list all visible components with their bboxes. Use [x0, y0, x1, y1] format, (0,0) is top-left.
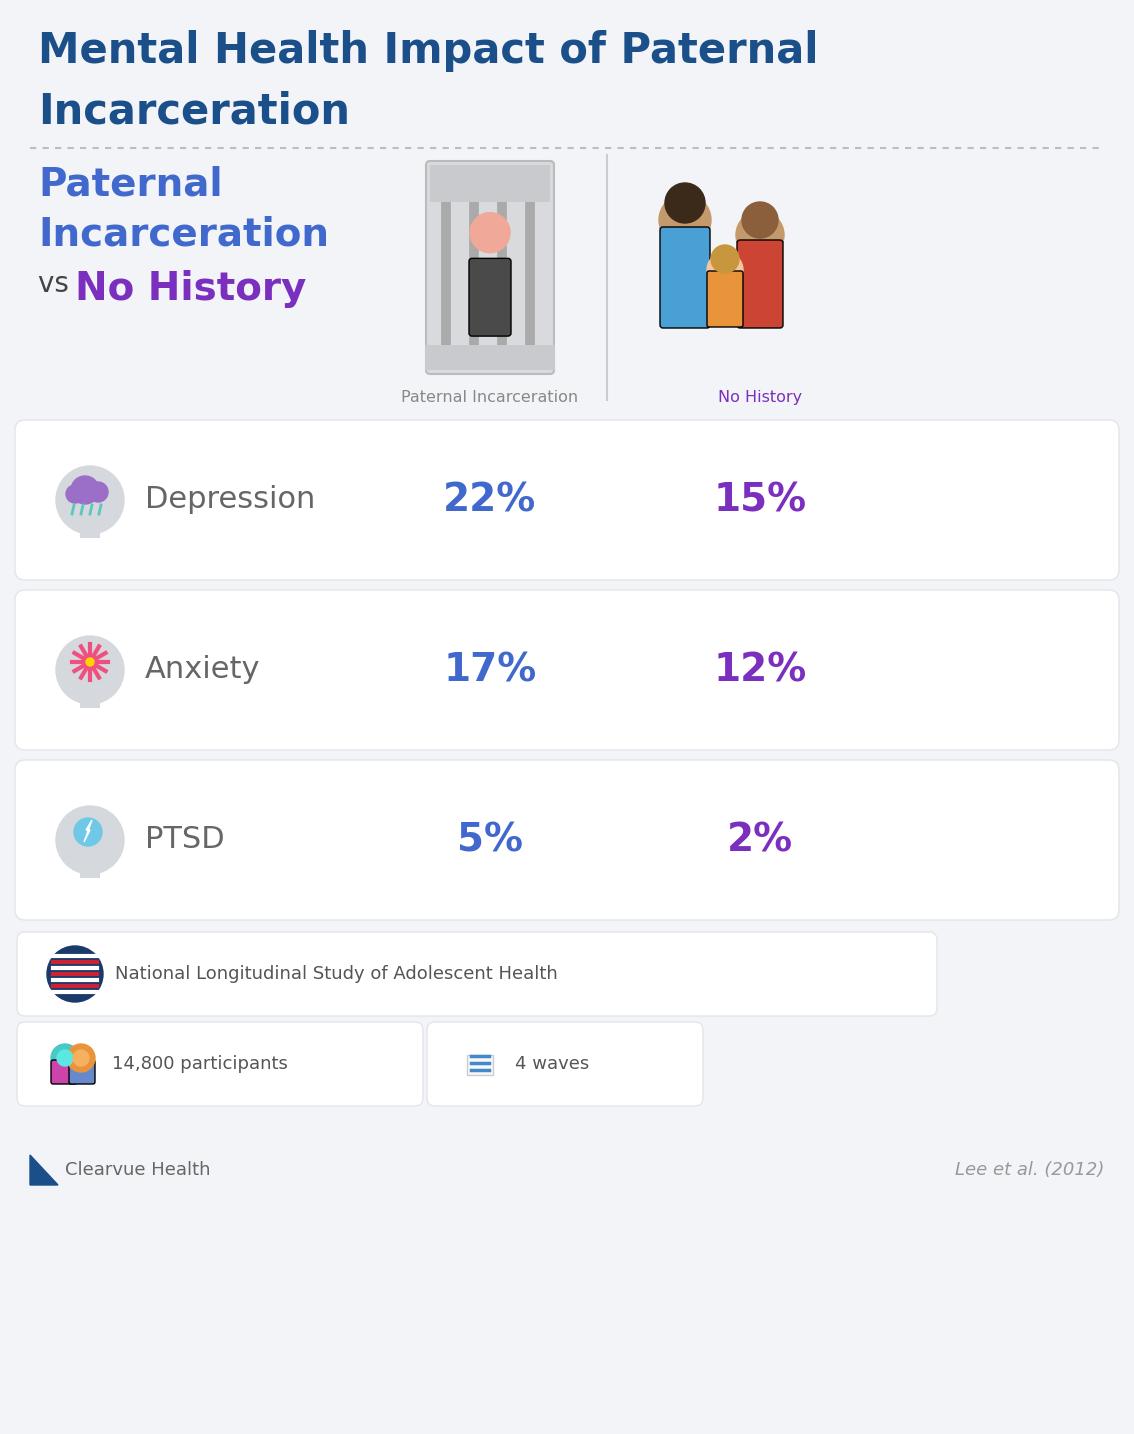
Text: 15%: 15% — [713, 480, 806, 519]
Circle shape — [711, 245, 739, 272]
Text: 12%: 12% — [713, 651, 806, 688]
Circle shape — [88, 482, 108, 502]
Circle shape — [665, 184, 705, 224]
FancyBboxPatch shape — [428, 1022, 703, 1106]
Polygon shape — [29, 1154, 58, 1184]
Circle shape — [66, 485, 84, 503]
Circle shape — [454, 1038, 506, 1090]
Text: Incarceration: Incarceration — [39, 90, 350, 132]
Circle shape — [73, 1050, 88, 1065]
FancyBboxPatch shape — [430, 165, 550, 202]
FancyBboxPatch shape — [81, 695, 100, 708]
FancyBboxPatch shape — [15, 420, 1119, 579]
FancyBboxPatch shape — [17, 1022, 423, 1106]
FancyBboxPatch shape — [425, 346, 555, 370]
Circle shape — [706, 252, 743, 288]
FancyBboxPatch shape — [81, 866, 100, 878]
Circle shape — [82, 654, 98, 670]
Text: 14,800 participants: 14,800 participants — [112, 1055, 288, 1073]
Text: Mental Health Impact of Paternal: Mental Health Impact of Paternal — [39, 30, 819, 72]
Circle shape — [736, 211, 784, 260]
Text: No History: No History — [718, 390, 802, 404]
Text: 17%: 17% — [443, 651, 536, 688]
FancyBboxPatch shape — [17, 932, 937, 1017]
Text: Paternal: Paternal — [39, 165, 222, 204]
Polygon shape — [84, 820, 92, 842]
Circle shape — [51, 1044, 79, 1073]
FancyBboxPatch shape — [737, 239, 782, 328]
FancyBboxPatch shape — [81, 526, 100, 538]
Circle shape — [659, 194, 711, 247]
FancyBboxPatch shape — [706, 271, 743, 327]
Text: 4 waves: 4 waves — [515, 1055, 590, 1073]
FancyBboxPatch shape — [467, 1055, 493, 1076]
FancyBboxPatch shape — [660, 227, 710, 328]
Text: Incarceration: Incarceration — [39, 215, 329, 252]
Circle shape — [46, 946, 103, 1002]
Text: Clearvue Health: Clearvue Health — [65, 1162, 211, 1179]
Text: 2%: 2% — [727, 822, 793, 859]
Text: Depression: Depression — [145, 486, 315, 515]
FancyBboxPatch shape — [15, 589, 1119, 750]
Text: National Longitudinal Study of Adolescent Health: National Longitudinal Study of Adolescen… — [115, 965, 558, 982]
Circle shape — [67, 1044, 95, 1073]
Text: Anxiety: Anxiety — [145, 655, 261, 684]
Text: vs: vs — [39, 270, 78, 298]
Circle shape — [74, 817, 102, 846]
FancyBboxPatch shape — [69, 1060, 95, 1084]
Text: Paternal Incarceration: Paternal Incarceration — [401, 390, 578, 404]
Circle shape — [56, 637, 124, 704]
FancyBboxPatch shape — [51, 1060, 77, 1084]
Text: PTSD: PTSD — [145, 826, 225, 855]
Circle shape — [56, 806, 124, 873]
FancyBboxPatch shape — [469, 258, 511, 336]
Text: 22%: 22% — [443, 480, 536, 519]
Circle shape — [71, 476, 99, 503]
Circle shape — [57, 1050, 73, 1065]
FancyBboxPatch shape — [15, 760, 1119, 921]
Text: 5%: 5% — [457, 822, 523, 859]
Text: No History: No History — [75, 270, 306, 308]
Text: Lee et al. (2012): Lee et al. (2012) — [955, 1162, 1105, 1179]
Circle shape — [742, 202, 778, 238]
Circle shape — [56, 466, 124, 533]
Circle shape — [86, 658, 94, 665]
Circle shape — [469, 212, 510, 252]
FancyBboxPatch shape — [426, 161, 555, 374]
